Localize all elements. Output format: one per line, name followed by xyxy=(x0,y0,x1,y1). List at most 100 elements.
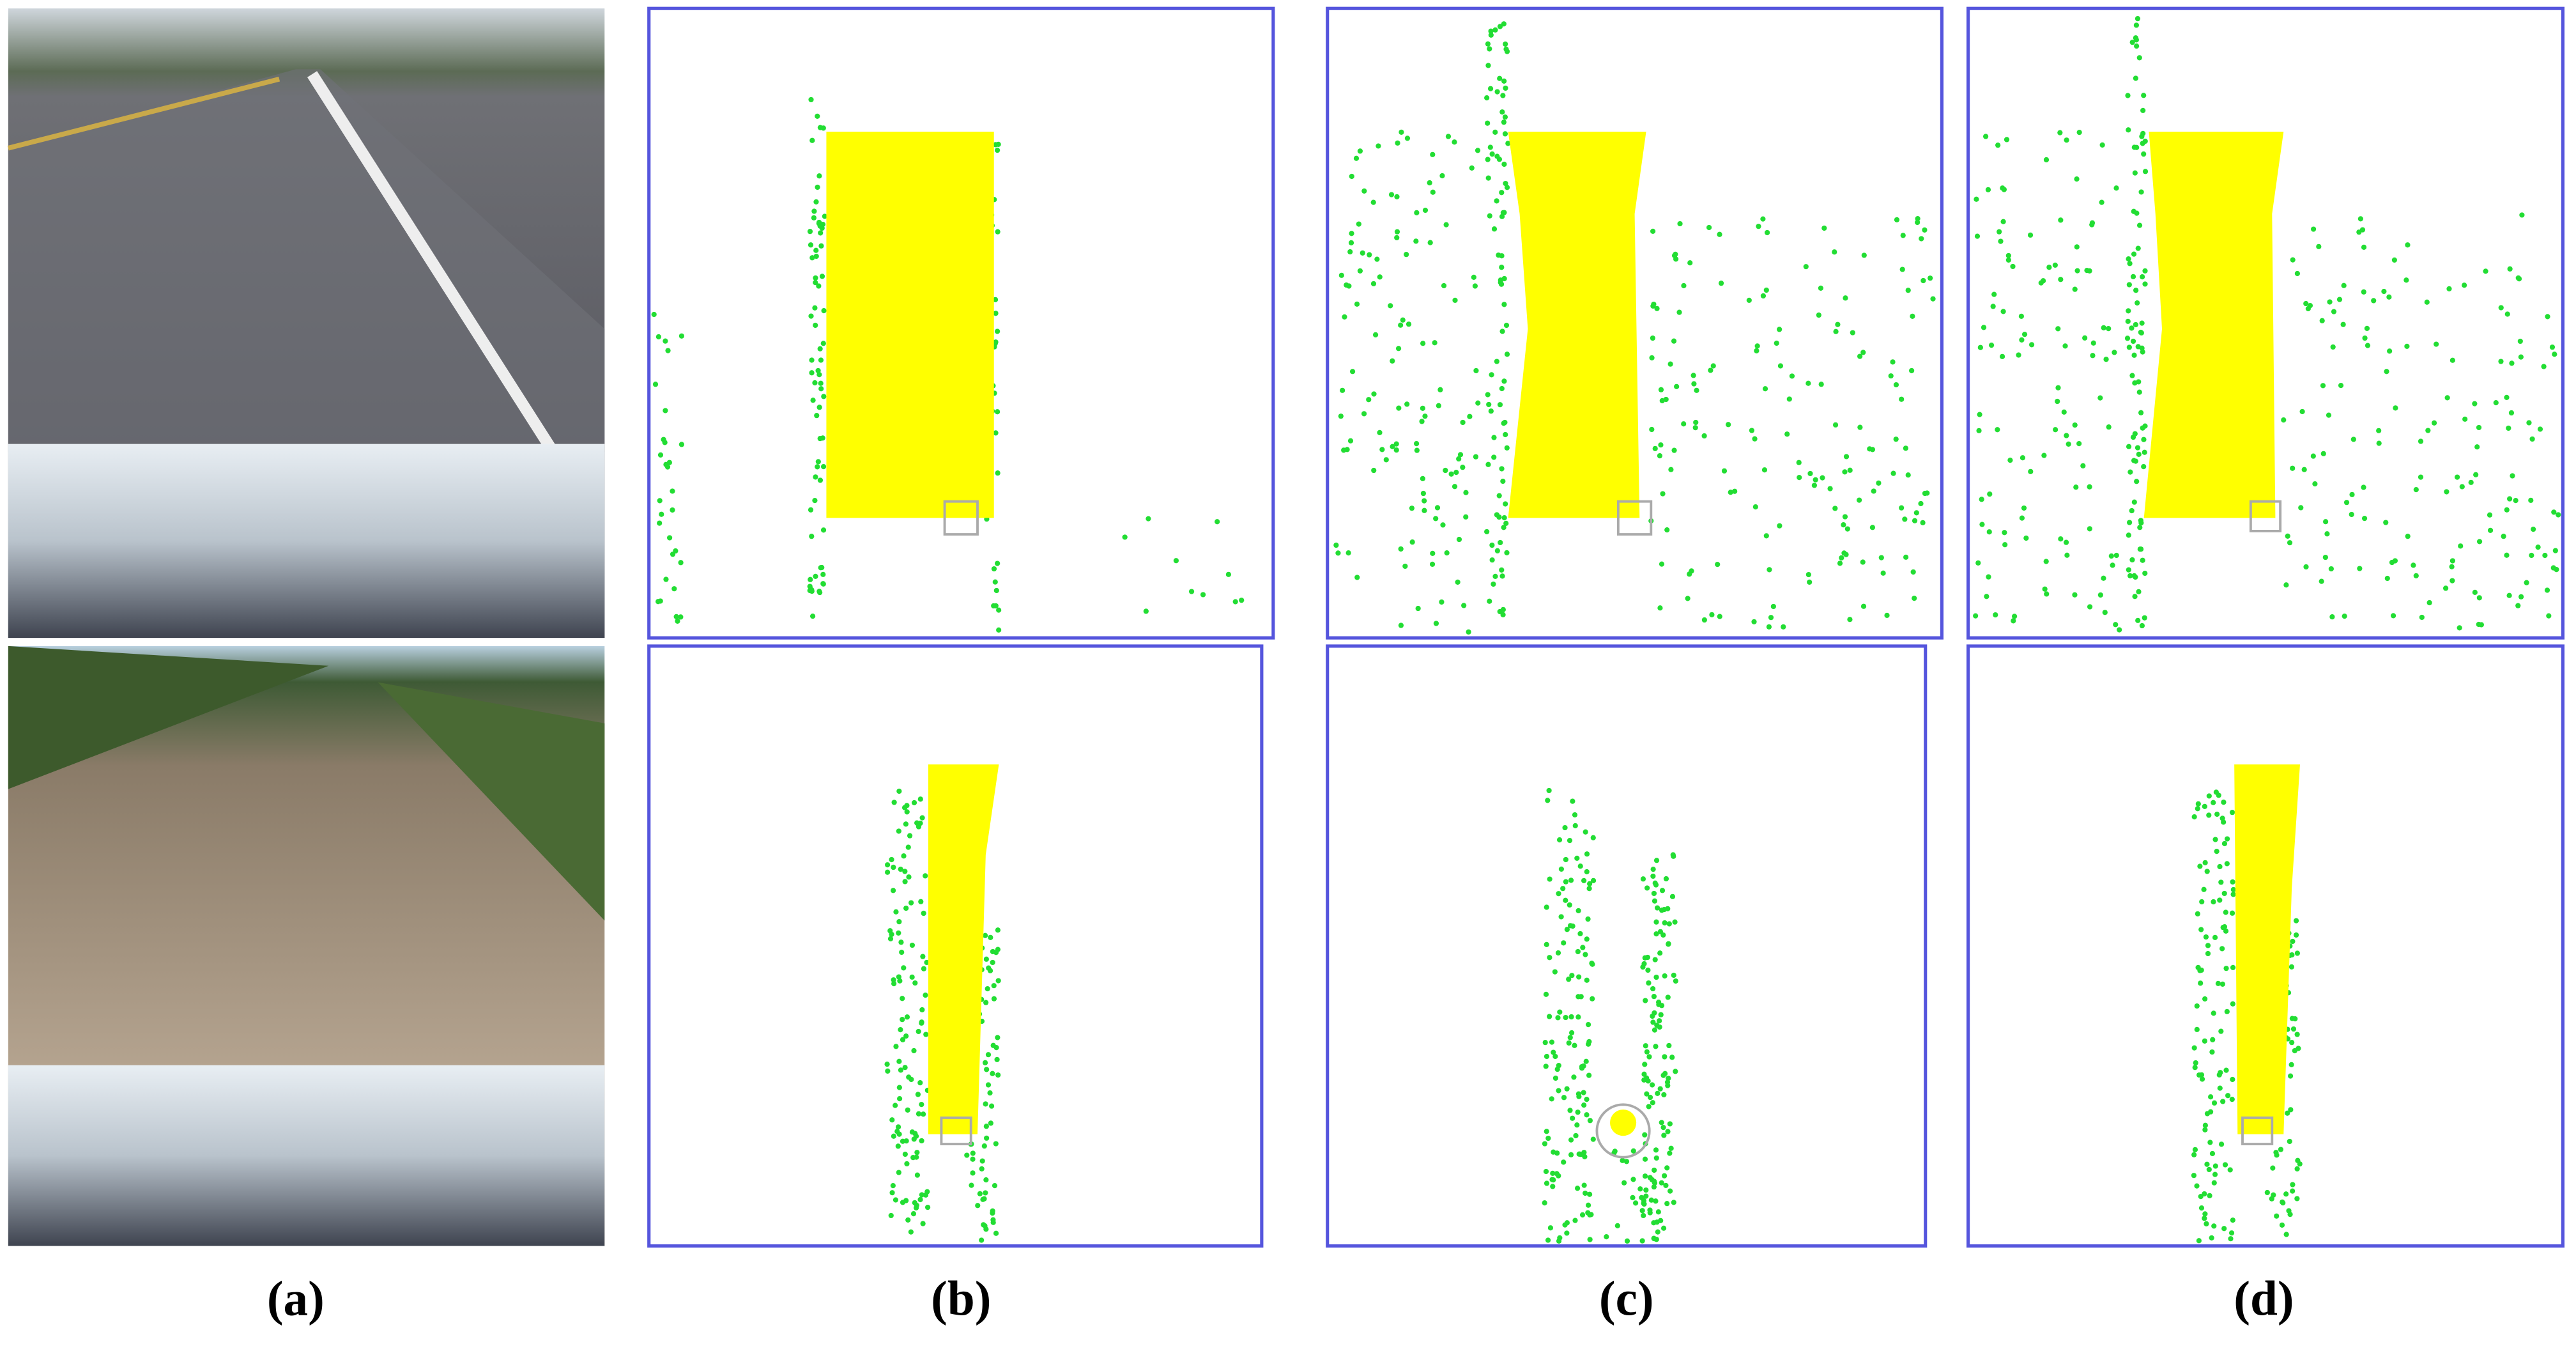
point xyxy=(1398,546,1404,552)
point xyxy=(1587,1237,1593,1242)
point xyxy=(1985,187,1991,192)
point xyxy=(1754,348,1759,353)
point xyxy=(980,1196,986,1202)
point xyxy=(818,386,824,392)
point xyxy=(1496,252,1501,258)
point xyxy=(990,1042,996,1048)
point xyxy=(2289,952,2295,958)
point xyxy=(1550,1184,1556,1189)
point xyxy=(1997,229,2002,235)
point xyxy=(908,1229,914,1235)
point xyxy=(990,959,995,966)
point xyxy=(670,488,675,494)
point xyxy=(816,372,822,378)
point xyxy=(1577,931,1583,937)
point xyxy=(919,1138,924,1144)
point xyxy=(2404,277,2409,283)
point xyxy=(1652,880,1658,886)
point xyxy=(1667,1121,1673,1127)
point xyxy=(1501,525,1506,530)
point xyxy=(2206,1166,2212,1173)
point xyxy=(891,977,896,983)
point xyxy=(912,980,918,986)
point xyxy=(1871,488,1876,494)
point xyxy=(1642,1156,1648,1162)
point xyxy=(1857,424,1863,430)
point xyxy=(1563,897,1568,903)
point xyxy=(1353,155,1360,161)
point xyxy=(1491,226,1498,232)
point xyxy=(1651,994,1657,1000)
point xyxy=(1547,1014,1552,1019)
point xyxy=(2125,93,2131,98)
point xyxy=(884,869,891,875)
point xyxy=(1880,570,1886,576)
point xyxy=(2061,409,2067,415)
point xyxy=(2223,1067,2229,1073)
point xyxy=(2212,837,2218,842)
point xyxy=(908,1076,914,1083)
point xyxy=(2290,938,2296,945)
point xyxy=(2230,886,2236,893)
point xyxy=(2218,879,2224,885)
point xyxy=(2216,1072,2222,1078)
point xyxy=(2196,1072,2202,1078)
point xyxy=(678,614,684,620)
point xyxy=(996,627,1002,633)
point xyxy=(2287,1212,2293,1218)
point xyxy=(1340,387,1346,393)
point xyxy=(2230,892,2236,897)
point xyxy=(1861,252,1867,258)
point xyxy=(1671,447,1677,453)
point xyxy=(889,856,894,863)
point xyxy=(2528,497,2534,503)
point xyxy=(982,932,988,938)
point xyxy=(1655,1090,1660,1096)
point xyxy=(2005,252,2011,259)
point xyxy=(1543,991,1549,997)
point xyxy=(983,1000,989,1005)
point xyxy=(2229,810,2235,816)
point xyxy=(1807,579,1813,585)
point xyxy=(2028,468,2034,474)
point xyxy=(1673,251,1678,258)
point xyxy=(1717,614,1722,619)
point xyxy=(810,398,816,403)
point xyxy=(2529,552,2534,559)
point xyxy=(1558,914,1564,920)
point xyxy=(884,1061,890,1067)
point xyxy=(1982,134,1989,139)
point xyxy=(1347,438,1354,444)
point xyxy=(1641,1200,1646,1207)
point xyxy=(1912,595,1917,601)
point xyxy=(1860,559,1866,565)
point xyxy=(2132,594,2138,599)
point xyxy=(2191,814,2197,820)
point xyxy=(2507,266,2513,272)
point xyxy=(2136,451,2142,457)
point xyxy=(2324,531,2330,537)
point xyxy=(1665,906,1671,911)
point xyxy=(1659,1180,1664,1186)
point xyxy=(2216,792,2221,798)
point xyxy=(1239,598,1245,603)
point xyxy=(1662,1054,1667,1060)
point xyxy=(987,1090,993,1096)
point xyxy=(1456,456,1462,462)
point xyxy=(2290,465,2296,471)
point xyxy=(2074,268,2080,274)
point xyxy=(2133,288,2139,293)
point xyxy=(1668,1145,1674,1151)
point xyxy=(1561,940,1567,946)
point xyxy=(1445,134,1452,139)
point xyxy=(2087,484,2092,490)
point xyxy=(993,587,999,594)
point xyxy=(2113,552,2119,559)
point xyxy=(1453,470,1459,475)
point xyxy=(1909,367,1915,374)
point xyxy=(1578,994,1584,1000)
point xyxy=(1649,355,1655,361)
point xyxy=(2301,467,2307,472)
point xyxy=(1781,624,1786,630)
